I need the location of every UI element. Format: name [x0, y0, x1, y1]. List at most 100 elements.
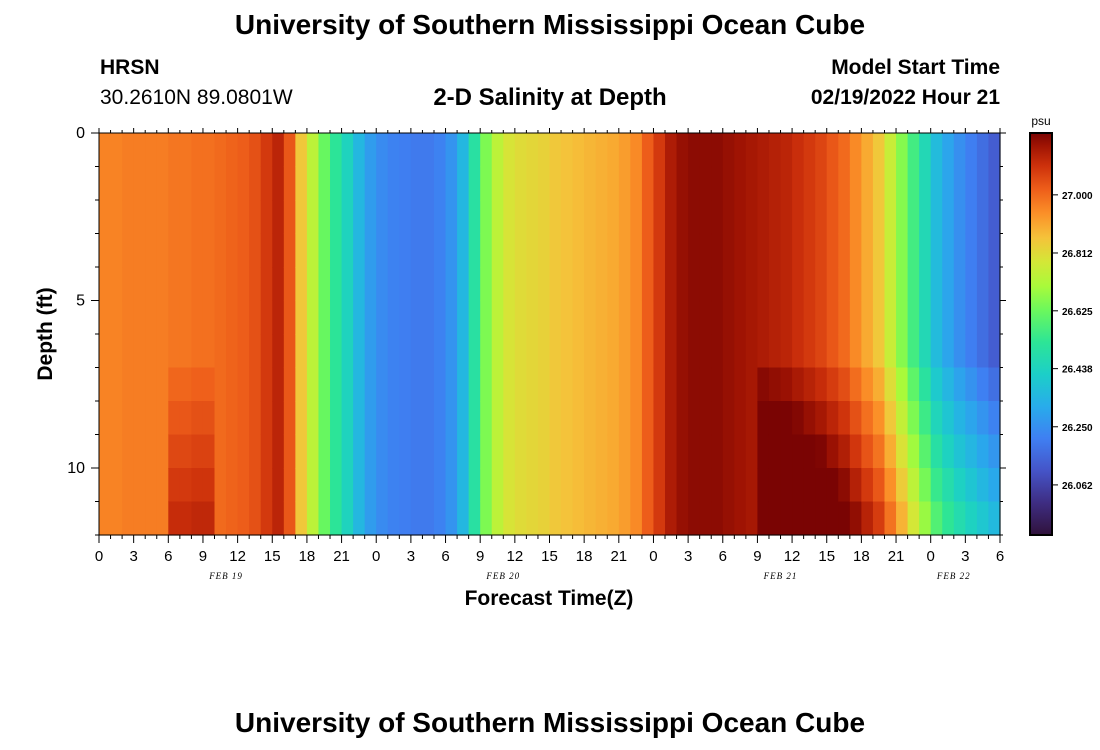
heat-cell: [491, 200, 504, 235]
heat-cell: [410, 200, 424, 235]
heat-cell: [133, 334, 146, 369]
heat-cell: [676, 401, 689, 436]
heat-cell: [457, 233, 470, 268]
heat-cell: [376, 300, 389, 335]
heat-cell: [468, 401, 481, 436]
heat-cell: [468, 468, 481, 503]
heat-cell: [607, 468, 620, 503]
heat-cell: [133, 200, 146, 235]
heat-cell: [202, 200, 216, 235]
heat-cell: [676, 334, 689, 369]
heat-cell: [849, 434, 862, 469]
heat-cell: [283, 334, 296, 369]
heat-cell: [641, 501, 655, 536]
heat-cell: [919, 401, 932, 436]
heat-cell: [688, 267, 701, 302]
heat-cell: [410, 401, 424, 436]
colorbar-units: psu: [1031, 114, 1050, 128]
heat-cell: [422, 300, 435, 335]
heat-cell: [226, 468, 239, 503]
heat-cell: [665, 133, 678, 168]
heat-cell: [630, 401, 643, 436]
x-tick-label: 9: [476, 548, 484, 565]
heat-cell: [826, 166, 839, 201]
heat-cell: [595, 300, 608, 335]
heat-cell: [295, 367, 308, 402]
heat-cell: [607, 434, 620, 469]
heat-cell: [249, 300, 262, 335]
heat-cell: [526, 300, 539, 335]
heat-cell: [665, 434, 678, 469]
heat-cell: [676, 267, 689, 302]
heat-cell: [572, 300, 585, 335]
heat-cell: [433, 133, 447, 168]
heat-cell: [226, 300, 239, 335]
heat-cell: [595, 501, 608, 536]
heat-cell: [145, 300, 158, 335]
heat-cell: [457, 401, 470, 436]
heat-cell: [930, 434, 943, 469]
heat-cell: [110, 434, 123, 469]
heat-cell: [549, 233, 562, 268]
heat-cell: [237, 166, 250, 201]
heat-cell: [179, 434, 193, 469]
page-title: University of Southern Mississippi Ocean…: [234, 9, 866, 40]
heat-cell: [179, 300, 193, 335]
heat-cell: [896, 501, 909, 536]
station-coordinates: 30.2610N 89.0801W: [100, 86, 293, 109]
heat-cell: [272, 468, 285, 503]
heat-cell: [699, 367, 712, 402]
heat-cell: [641, 434, 655, 469]
heat-cell: [145, 267, 158, 302]
heat-cell: [179, 233, 193, 268]
heat-cell: [191, 267, 204, 302]
heat-cell: [607, 501, 620, 536]
heat-cell: [214, 133, 227, 168]
heat-cell: [688, 300, 701, 335]
heat-cell: [815, 200, 828, 235]
heat-cell: [422, 434, 435, 469]
date-label: FEB 21: [763, 571, 798, 581]
heat-cell: [537, 334, 551, 369]
heat-cell: [630, 501, 643, 536]
heat-cell: [260, 233, 273, 268]
heat-cell: [272, 200, 285, 235]
date-label: FEB 19: [208, 571, 243, 581]
heat-cell: [156, 401, 169, 436]
heat-cell: [872, 133, 886, 168]
x-tick-label: 3: [129, 548, 137, 565]
heat-cell: [561, 501, 574, 536]
heat-cell: [630, 200, 643, 235]
heat-cell: [595, 468, 608, 503]
heat-cell: [156, 468, 169, 503]
heat-cell: [480, 434, 493, 469]
heat-cell: [584, 434, 597, 469]
y-tick-label: 10: [67, 460, 85, 477]
heat-cell: [699, 133, 712, 168]
heat-cell: [884, 468, 897, 503]
heat-cell: [272, 434, 285, 469]
heat-cell: [919, 501, 932, 536]
heat-cell: [780, 334, 793, 369]
heat-cell: [734, 200, 747, 235]
heat-cell: [99, 267, 112, 302]
heat-cell: [433, 401, 447, 436]
heat-cell: [330, 401, 343, 436]
heat-cell: [641, 133, 655, 168]
heat-cell: [295, 501, 308, 536]
heat-cell: [168, 233, 181, 268]
heat-cell: [780, 434, 793, 469]
heat-cell: [99, 166, 112, 201]
heat-cell: [526, 133, 539, 168]
heat-cell: [607, 233, 620, 268]
heat-cell: [399, 267, 412, 302]
heat-cell: [537, 367, 551, 402]
heat-cell: [549, 367, 562, 402]
heat-cell: [884, 133, 897, 168]
colorbar-tick-label: 26.625: [1062, 307, 1093, 318]
heat-cell: [953, 468, 966, 503]
heat-cell: [861, 200, 874, 235]
heat-cell: [919, 468, 932, 503]
heat-cell: [572, 367, 585, 402]
heat-cell: [768, 367, 782, 402]
